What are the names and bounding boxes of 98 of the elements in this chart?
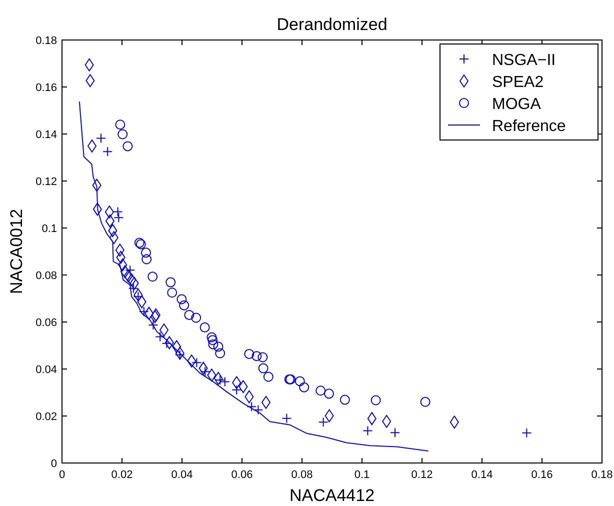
point: [258, 363, 268, 374]
point: [420, 396, 430, 407]
x-tick-label: 0.06: [231, 469, 253, 481]
x-tick-label: 0: [58, 469, 66, 481]
point: [299, 382, 310, 392]
point: [200, 322, 210, 332]
point: [367, 412, 376, 426]
point: [370, 395, 381, 406]
point: [104, 206, 114, 219]
point: [214, 372, 223, 385]
x-tick-label: 0.04: [171, 469, 193, 481]
point: [92, 202, 102, 216]
point: [192, 358, 202, 368]
point: [116, 250, 126, 264]
y-tick-label: 0: [50, 458, 57, 470]
point: [340, 394, 350, 405]
x-tick-label: 0.02: [111, 469, 133, 481]
point: [294, 376, 305, 386]
point: [115, 244, 124, 257]
point: [151, 308, 160, 322]
point: [175, 346, 184, 360]
point: [207, 368, 216, 382]
point: [382, 414, 392, 428]
point: [252, 351, 262, 362]
point: [102, 146, 113, 157]
point: [232, 384, 242, 395]
point: [213, 342, 224, 352]
legend-label: SPEA2: [492, 74, 544, 91]
point: [122, 141, 133, 152]
point: [92, 178, 102, 192]
y-tick-label: 0.1: [42, 223, 57, 235]
y-tick-label: 0.16: [36, 82, 57, 94]
point: [127, 273, 136, 286]
legend-label: MOGA: [492, 96, 542, 113]
point: [244, 348, 254, 359]
point: [179, 300, 190, 310]
y-tick-label: 0.08: [36, 270, 57, 282]
point: [238, 380, 248, 394]
point: [114, 212, 124, 223]
point: [109, 231, 118, 244]
y-tick-label: 0.12: [36, 176, 57, 188]
point: [142, 254, 152, 264]
y-tick-label: 0.02: [36, 411, 57, 423]
point: [130, 276, 139, 290]
point: [138, 306, 149, 317]
point: [208, 339, 218, 350]
point: [112, 206, 123, 217]
point: [118, 258, 128, 272]
x-tick-label: 0.18: [591, 469, 613, 481]
x-axis-title: NACA4412: [289, 486, 375, 505]
point: [215, 348, 226, 358]
point: [134, 288, 143, 302]
point: [324, 409, 334, 422]
point: [282, 413, 292, 424]
line-series: [78, 101, 429, 452]
point: [258, 352, 268, 362]
y-tick-label: 0.18: [36, 35, 57, 47]
legend-label: NSGA−II: [492, 52, 556, 69]
point: [522, 428, 532, 438]
point: [316, 386, 326, 396]
point: [118, 129, 128, 140]
point: [166, 277, 176, 288]
point: [176, 294, 187, 304]
point: [184, 310, 194, 320]
point: [141, 248, 151, 258]
point: [167, 288, 178, 298]
chart-title: Derandomized: [276, 15, 388, 34]
x-tick-label: 0.16: [531, 469, 553, 481]
y-axis-title: NACA0012: [7, 208, 26, 294]
point: [172, 340, 182, 354]
x-tick-label: 0.1: [354, 469, 370, 481]
point: [148, 272, 158, 282]
point: [115, 120, 126, 130]
point: [362, 426, 373, 436]
y-tick-label: 0.06: [36, 317, 57, 329]
point: [318, 417, 328, 428]
point: [208, 335, 218, 346]
x-tick-label: 0.12: [411, 469, 433, 481]
point: [263, 372, 274, 382]
y-tick-label: 0.14: [36, 129, 57, 141]
point: [450, 416, 459, 429]
x-tick-label: 0.14: [471, 469, 493, 481]
point: [187, 354, 196, 368]
point: [164, 336, 174, 350]
point: [244, 390, 254, 404]
point: [324, 388, 334, 399]
point: [232, 376, 242, 390]
point: [86, 74, 95, 88]
point: [84, 58, 94, 72]
point: [206, 332, 217, 342]
point: [124, 269, 133, 282]
point: [191, 312, 202, 323]
legend-label: Reference: [492, 118, 566, 135]
point: [108, 224, 118, 238]
point: [198, 362, 208, 375]
point: [137, 295, 146, 308]
y-tick-label: 0.04: [36, 364, 57, 376]
x-tick-label: 0.08: [291, 469, 313, 481]
